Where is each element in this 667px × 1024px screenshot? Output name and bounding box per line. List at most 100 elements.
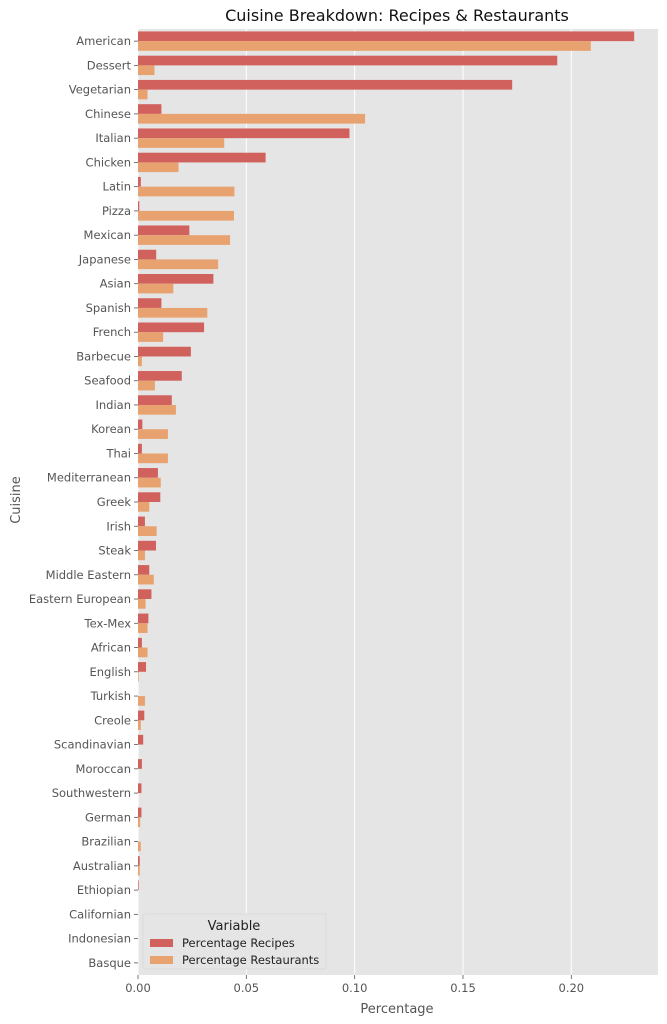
bar-restaurants bbox=[138, 259, 219, 270]
bar-recipes bbox=[138, 201, 140, 211]
bar-restaurants bbox=[138, 138, 225, 148]
x-tick-label: 0.05 bbox=[234, 981, 260, 995]
bar-recipes bbox=[138, 516, 145, 527]
y-tick-label: Creole bbox=[94, 713, 131, 727]
bar-restaurants bbox=[138, 696, 145, 706]
y-tick-label: American bbox=[76, 34, 131, 48]
bar-restaurants bbox=[138, 550, 145, 561]
y-tick-label: Basque bbox=[88, 956, 131, 970]
y-tick-label: Australian bbox=[73, 859, 131, 873]
bar-recipes bbox=[138, 783, 142, 794]
bar-recipes bbox=[138, 346, 191, 357]
bar-recipes bbox=[138, 128, 350, 139]
y-tick-label: German bbox=[85, 810, 131, 824]
y-tick-label: Chinese bbox=[85, 107, 131, 121]
bar-restaurants bbox=[138, 647, 148, 658]
bar-restaurants bbox=[138, 429, 168, 439]
bar-recipes bbox=[138, 443, 142, 454]
bar-restaurants bbox=[138, 404, 176, 415]
bar-recipes bbox=[138, 79, 513, 90]
y-tick-label: Indonesian bbox=[68, 932, 131, 946]
y-tick-label: Eastern European bbox=[29, 592, 131, 606]
bar-restaurants bbox=[138, 283, 174, 294]
bar-recipes bbox=[138, 759, 142, 769]
bar-restaurants bbox=[138, 356, 142, 367]
bar-restaurants bbox=[138, 235, 231, 245]
y-tick-label: Asian bbox=[100, 277, 131, 291]
bar-restaurants bbox=[138, 502, 150, 512]
y-tick-label: French bbox=[93, 325, 131, 339]
y-axis-label: Cuisine bbox=[9, 476, 24, 524]
legend-swatch-recipes bbox=[150, 939, 173, 947]
bar-restaurants bbox=[138, 380, 155, 391]
legend: Variable Percentage Recipes Percentage R… bbox=[142, 913, 327, 970]
y-tick-label: Japanese bbox=[78, 252, 131, 266]
bar-restaurants bbox=[138, 65, 155, 76]
bar-recipes bbox=[138, 273, 214, 284]
bar-recipes bbox=[138, 662, 147, 672]
bar-restaurants bbox=[138, 841, 141, 852]
x-axis: 0.00 0.05 0.10 0.15 0.20 bbox=[125, 975, 584, 995]
y-tick-label: Spanish bbox=[86, 301, 131, 315]
y-tick-label: Seafood bbox=[84, 374, 131, 388]
y-tick-label: African bbox=[91, 641, 131, 655]
bar-restaurants bbox=[138, 671, 139, 682]
y-tick-label: Ethiopian bbox=[77, 883, 131, 897]
y-tick-label: Pizza bbox=[102, 204, 131, 218]
bar-restaurants bbox=[138, 89, 148, 100]
x-tick-label: 0.10 bbox=[342, 981, 368, 995]
bar-restaurants bbox=[138, 113, 366, 124]
y-tick-label: Scandinavian bbox=[54, 738, 131, 752]
bar-recipes bbox=[138, 249, 157, 260]
chart-title: Cuisine Breakdown: Recipes & Restaurants bbox=[225, 6, 569, 25]
y-tick-label: Californian bbox=[69, 907, 131, 921]
bar-recipes bbox=[138, 468, 158, 478]
bar-restaurants bbox=[138, 817, 141, 828]
bar-restaurants bbox=[138, 332, 164, 342]
y-tick-label: Latin bbox=[103, 180, 131, 194]
y-tick-label: Thai bbox=[105, 446, 131, 460]
bar-restaurants bbox=[138, 526, 157, 536]
y-tick-label: Middle Eastern bbox=[46, 568, 131, 582]
y-tick-label: Korean bbox=[91, 422, 131, 436]
bar-recipes bbox=[138, 371, 182, 381]
bar-recipes bbox=[138, 492, 161, 502]
bar-restaurants bbox=[138, 574, 154, 585]
legend-box bbox=[142, 913, 327, 970]
bar-recipes bbox=[138, 31, 635, 42]
bar-recipes bbox=[138, 856, 140, 866]
bar-recipes bbox=[138, 637, 142, 648]
bar-recipes bbox=[138, 395, 172, 405]
bar-restaurants bbox=[138, 720, 141, 731]
bar-restaurants bbox=[138, 210, 234, 221]
bar-recipes bbox=[138, 419, 143, 430]
bars bbox=[138, 31, 635, 891]
y-tick-label: Southwestern bbox=[52, 786, 131, 800]
y-tick-label: Indian bbox=[95, 398, 131, 412]
y-tick-label: Dessert bbox=[87, 58, 132, 72]
y-tick-label: Brazilian bbox=[81, 835, 131, 849]
y-tick-label: Moroccan bbox=[76, 762, 131, 776]
bar-recipes bbox=[138, 176, 141, 187]
legend-label-recipes: Percentage Recipes bbox=[182, 936, 295, 950]
y-tick-label: Turkish bbox=[90, 689, 131, 703]
bar-recipes bbox=[138, 734, 144, 745]
bar-restaurants bbox=[138, 41, 591, 51]
bar-recipes bbox=[138, 880, 139, 891]
bar-restaurants bbox=[138, 186, 235, 197]
y-tick-label: Steak bbox=[98, 544, 131, 558]
x-tick-label: 0.15 bbox=[450, 981, 476, 995]
bar-recipes bbox=[138, 55, 558, 66]
y-tick-label: English bbox=[89, 665, 131, 679]
y-tick-label: Mexican bbox=[84, 228, 131, 242]
bar-recipes bbox=[138, 298, 162, 308]
y-tick-label: Greek bbox=[97, 495, 132, 509]
bar-recipes bbox=[138, 613, 149, 624]
bar-restaurants bbox=[138, 477, 161, 488]
plot-background bbox=[138, 29, 658, 975]
y-axis: American Dessert Vegetarian Chinese Italian C… bbox=[29, 34, 138, 970]
x-tick-label: 0.00 bbox=[125, 981, 151, 995]
bar-recipes bbox=[138, 152, 266, 163]
bar-restaurants bbox=[138, 599, 146, 609]
bar-recipes bbox=[138, 807, 142, 818]
